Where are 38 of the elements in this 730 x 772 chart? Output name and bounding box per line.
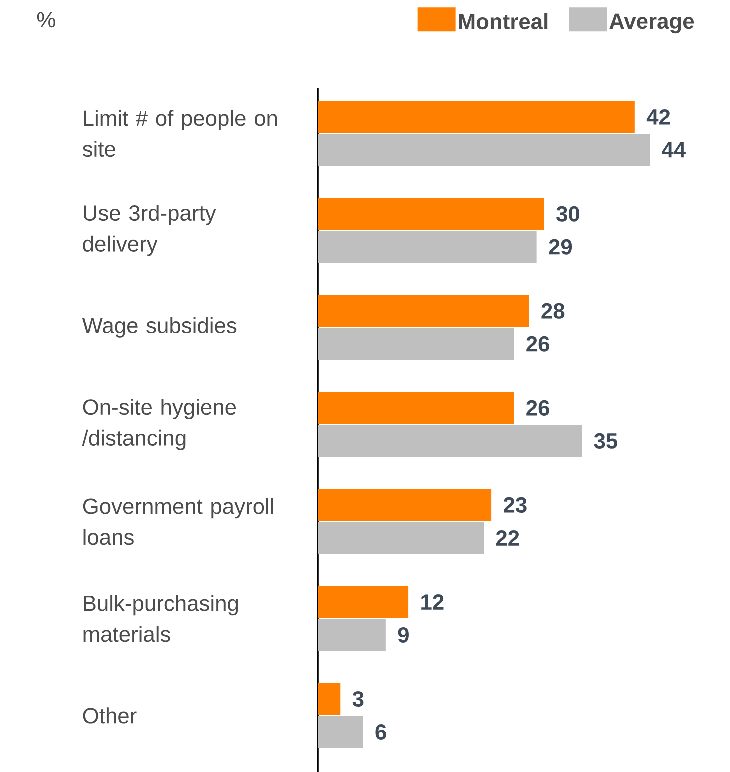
legend-label: Average xyxy=(610,14,694,34)
y-tick-label: Bulk-purchasing materials xyxy=(84,595,238,642)
data-label: 28 xyxy=(542,303,565,319)
bar xyxy=(318,231,537,264)
legend-label: Montreal xyxy=(459,13,548,30)
data-label: 26 xyxy=(526,336,550,352)
data-label: 29 xyxy=(549,239,572,255)
data-label: 44 xyxy=(662,142,686,158)
bar xyxy=(318,392,514,424)
data-label: 9 xyxy=(398,627,409,643)
data-label: 12 xyxy=(422,594,444,610)
bar xyxy=(318,134,650,166)
data-label: 23 xyxy=(504,497,527,513)
bar xyxy=(318,683,341,716)
data-label: 42 xyxy=(646,109,670,125)
data-label: 22 xyxy=(496,530,520,546)
bar xyxy=(318,295,530,328)
data-label: 35 xyxy=(594,433,618,449)
data-label: 26 xyxy=(526,400,550,416)
y-tick-label: On-site hygiene /distancing xyxy=(82,399,236,450)
data-label: 3 xyxy=(352,691,364,708)
y-tick-label: Use 3rd-party delivery xyxy=(83,204,216,256)
y-tick-label: Wage subsidies xyxy=(82,317,237,338)
bar xyxy=(318,522,484,554)
data-label: 6 xyxy=(376,724,386,740)
bar xyxy=(318,619,386,652)
y-tick-label: Other xyxy=(83,708,137,724)
bar xyxy=(318,101,635,134)
bar xyxy=(318,489,492,522)
bar xyxy=(318,198,544,230)
y-tick-label: Limit # of people on site xyxy=(82,110,278,158)
bar xyxy=(318,328,514,360)
y-tick-label: Government payroll loans xyxy=(83,498,274,546)
bar xyxy=(318,716,364,748)
bar xyxy=(318,425,582,458)
data-label: 30 xyxy=(556,206,580,222)
bar xyxy=(318,586,409,618)
text: % xyxy=(37,12,56,28)
